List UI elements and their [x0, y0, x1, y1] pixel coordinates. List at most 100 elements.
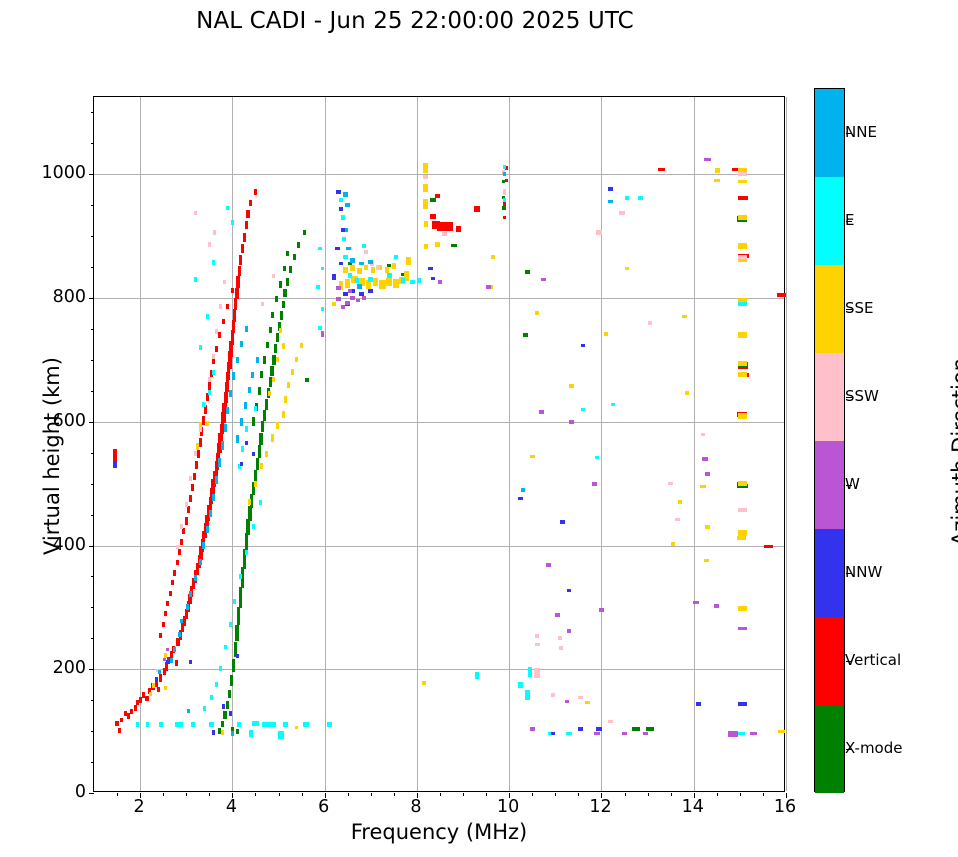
echo-mark [714, 168, 721, 173]
gridline-vertical [324, 97, 326, 791]
gridline-vertical [509, 97, 511, 791]
echo-mark [260, 371, 264, 379]
echo-mark [290, 369, 294, 376]
y-tick-label: 200 [52, 658, 86, 679]
echo-mark [218, 304, 222, 310]
echo-mark [270, 366, 274, 376]
echo-mark [120, 717, 124, 723]
echo-mark [541, 277, 547, 282]
echo-mark [580, 407, 586, 412]
colorbar-segment-nne[interactable] [815, 89, 844, 177]
x-tick-label: 14 [681, 797, 704, 817]
x-tick-label: 10 [497, 797, 520, 817]
echo-mark [547, 731, 554, 736]
x-tick-minor [301, 793, 303, 796]
echo-mark [205, 525, 209, 534]
y-tick-minor [91, 143, 94, 145]
echo-mark [180, 524, 184, 530]
colorbar-segment-nnw[interactable] [815, 529, 844, 617]
echo-mark [220, 440, 224, 450]
echo-mark [776, 293, 786, 297]
echo-mark [241, 445, 245, 453]
colorbar-label-sse: SSE [845, 299, 874, 317]
echo-mark [518, 496, 524, 501]
colorbar-segment-sse[interactable] [815, 265, 844, 353]
echo-mark [229, 674, 234, 686]
echo-mark [386, 273, 392, 279]
echo-mark [359, 261, 364, 266]
x-tick-minor [278, 793, 280, 796]
plot-area [89, 96, 787, 798]
echo-mark [455, 225, 462, 232]
echo-mark [737, 361, 747, 367]
echo-mark [242, 549, 246, 570]
echo-mark [619, 210, 625, 215]
echo-mark [205, 314, 209, 320]
echo-mark [191, 483, 195, 492]
echo-mark [355, 298, 361, 303]
echo-mark [406, 256, 411, 266]
echo-mark [356, 284, 362, 290]
echo-mark [502, 198, 507, 210]
echo-mark [218, 432, 222, 453]
colorbar-segment-e[interactable] [815, 177, 844, 265]
echo-mark [204, 405, 208, 414]
x-tick-minor [555, 793, 557, 796]
azimuth-colorbar[interactable] [814, 88, 852, 793]
echo-mark [248, 729, 254, 738]
echo-mark [198, 421, 202, 427]
echo-mark [737, 412, 747, 419]
echo-mark [239, 586, 243, 609]
echo-mark [391, 262, 397, 269]
echo-mark [223, 711, 227, 719]
echo-mark [675, 517, 680, 522]
echo-mark [187, 709, 191, 714]
echo-mark [166, 647, 170, 652]
echo-mark [763, 545, 774, 549]
echo-mark [217, 728, 222, 735]
x-tick-minor [739, 793, 741, 796]
echo-mark [670, 542, 676, 547]
echo-mark [159, 632, 163, 638]
echo-mark [332, 302, 336, 307]
echo-mark [162, 668, 166, 676]
echo-mark [608, 187, 613, 192]
colorbar-segment-ssw[interactable] [815, 353, 844, 441]
echo-mark [229, 340, 233, 357]
echo-mark [237, 265, 241, 276]
echo-mark [642, 731, 648, 736]
echo-mark [738, 332, 748, 339]
echo-mark [503, 165, 507, 169]
echo-mark [550, 732, 556, 736]
echo-mark [237, 722, 242, 728]
echo-mark [252, 481, 256, 496]
echo-mark [524, 270, 531, 274]
echo-mark [608, 719, 613, 723]
echo-mark [359, 292, 364, 297]
echo-mark [189, 476, 193, 482]
echo-mark [599, 608, 604, 612]
echo-mark [251, 371, 255, 378]
echo-mark [190, 722, 196, 728]
x-tick [601, 793, 603, 798]
colorbar-segment-w[interactable] [815, 441, 844, 529]
echo-mark [244, 550, 248, 556]
echo-mark [220, 729, 224, 735]
echo-mark [502, 180, 506, 184]
echo-mark [677, 500, 683, 505]
echo-mark [207, 242, 211, 248]
echo-mark [175, 544, 179, 549]
echo-mark [404, 270, 410, 281]
gridline-vertical [416, 97, 418, 791]
echo-mark [435, 194, 440, 198]
echo-mark [525, 690, 530, 701]
echo-mark [189, 659, 193, 664]
colorbar-segment-x-mode[interactable] [815, 705, 844, 793]
echo-mark [231, 319, 235, 334]
echo-mark [546, 563, 551, 568]
echo-mark [163, 653, 167, 659]
echo-mark [226, 205, 230, 210]
echo-mark [166, 659, 170, 664]
echo-mark [621, 731, 628, 736]
colorbar-segment-vertical[interactable] [815, 617, 844, 705]
